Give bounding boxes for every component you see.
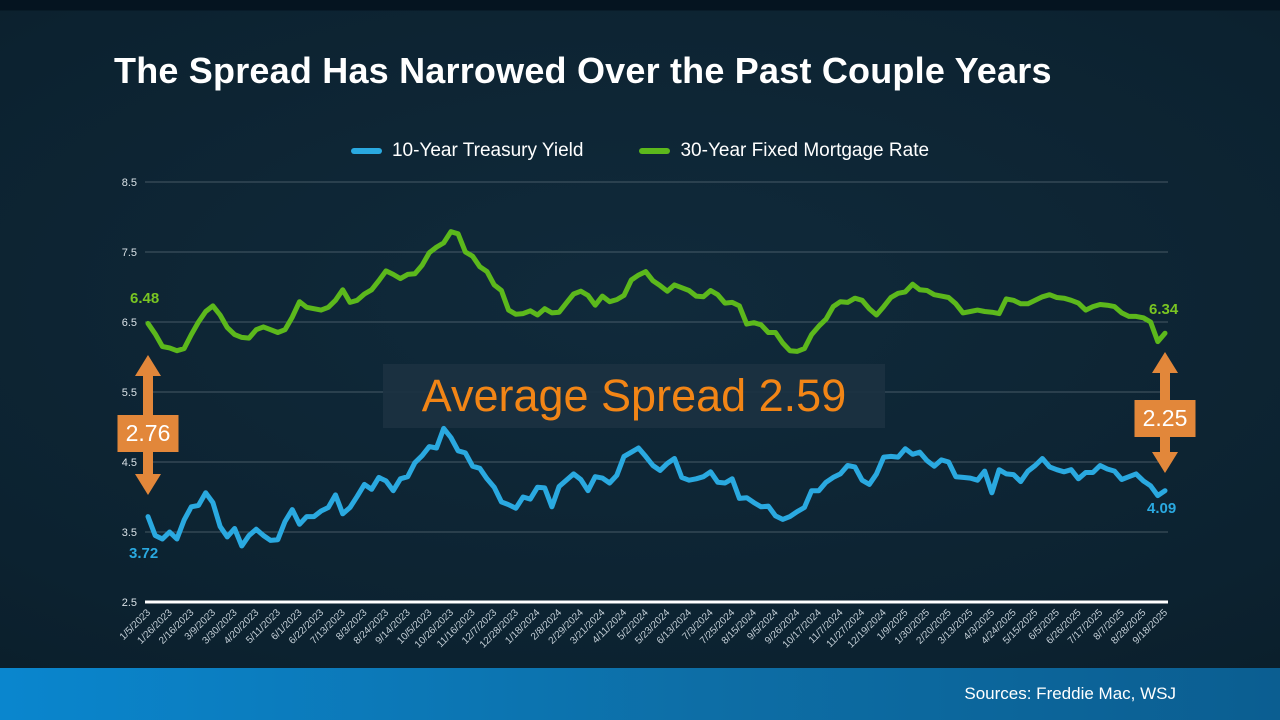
y-tick-label: 7.5 <box>122 247 137 259</box>
treasury-end-value-label: 4.09 <box>1147 500 1177 517</box>
y-tick-label: 4.5 <box>122 457 137 469</box>
arrow-up-icon <box>1152 352 1178 373</box>
y-tick-label: 3.5 <box>122 527 137 539</box>
series-line-mortgage <box>145 229 1168 354</box>
arrow-down-icon <box>1152 452 1178 473</box>
arrow-up-icon <box>135 355 161 376</box>
y-tick-label: 5.5 <box>122 387 137 399</box>
average-spread-banner: Average Spread 2.59 <box>383 364 885 428</box>
right-spread-arrow: 2.25 <box>1134 352 1196 473</box>
series-layer <box>145 229 1168 549</box>
average-spread-banner-bg <box>383 364 885 428</box>
mortgage-end-value-label: 6.34 <box>1149 301 1179 318</box>
average-spread-text: Average Spread 2.59 <box>422 370 847 421</box>
legend-item-treasury: 10-Year Treasury Yield <box>350 140 584 162</box>
left-spread-value-badge: 2.76 <box>117 415 179 452</box>
treasury-line-swatch-icon <box>350 148 382 154</box>
y-tick-label: 6.5 <box>122 317 137 329</box>
x-axis-labels: 1/5/20231/26/20232/16/20233/9/20233/30/2… <box>118 607 1171 650</box>
page-title: The Spread Has Narrowed Over the Past Co… <box>114 50 1052 91</box>
series-line-treasury <box>145 425 1168 549</box>
left-spread-arrow: 2.76 <box>117 355 179 495</box>
mortgage-line-swatch-icon <box>639 148 671 154</box>
legend-label-mortgage: 30-Year Fixed Mortgage Rate <box>680 140 930 161</box>
arrow-down-icon <box>135 474 161 495</box>
y-tick-label: 8.5 <box>122 177 137 189</box>
y-tick-label: 2.5 <box>122 597 137 609</box>
treasury-start-value-label: 3.72 <box>129 545 159 562</box>
right-spread-value-badge: 2.25 <box>1134 400 1196 437</box>
chart-legend: 10-Year Treasury Yield 30-Year Fixed Mor… <box>0 140 1280 162</box>
grid-layer: 2.5 3.5 4.5 5.5 6.5 7.5 8.5 <box>122 177 1168 609</box>
mortgage-start-value-label: 6.48 <box>130 290 160 307</box>
footer-bar: Sources: Freddie Mac, WSJ <box>0 668 1280 720</box>
sources-text: Sources: Freddie Mac, WSJ <box>964 684 1176 703</box>
legend-item-mortgage: 30-Year Fixed Mortgage Rate <box>639 140 929 162</box>
legend-label-treasury: 10-Year Treasury Yield <box>391 140 584 161</box>
